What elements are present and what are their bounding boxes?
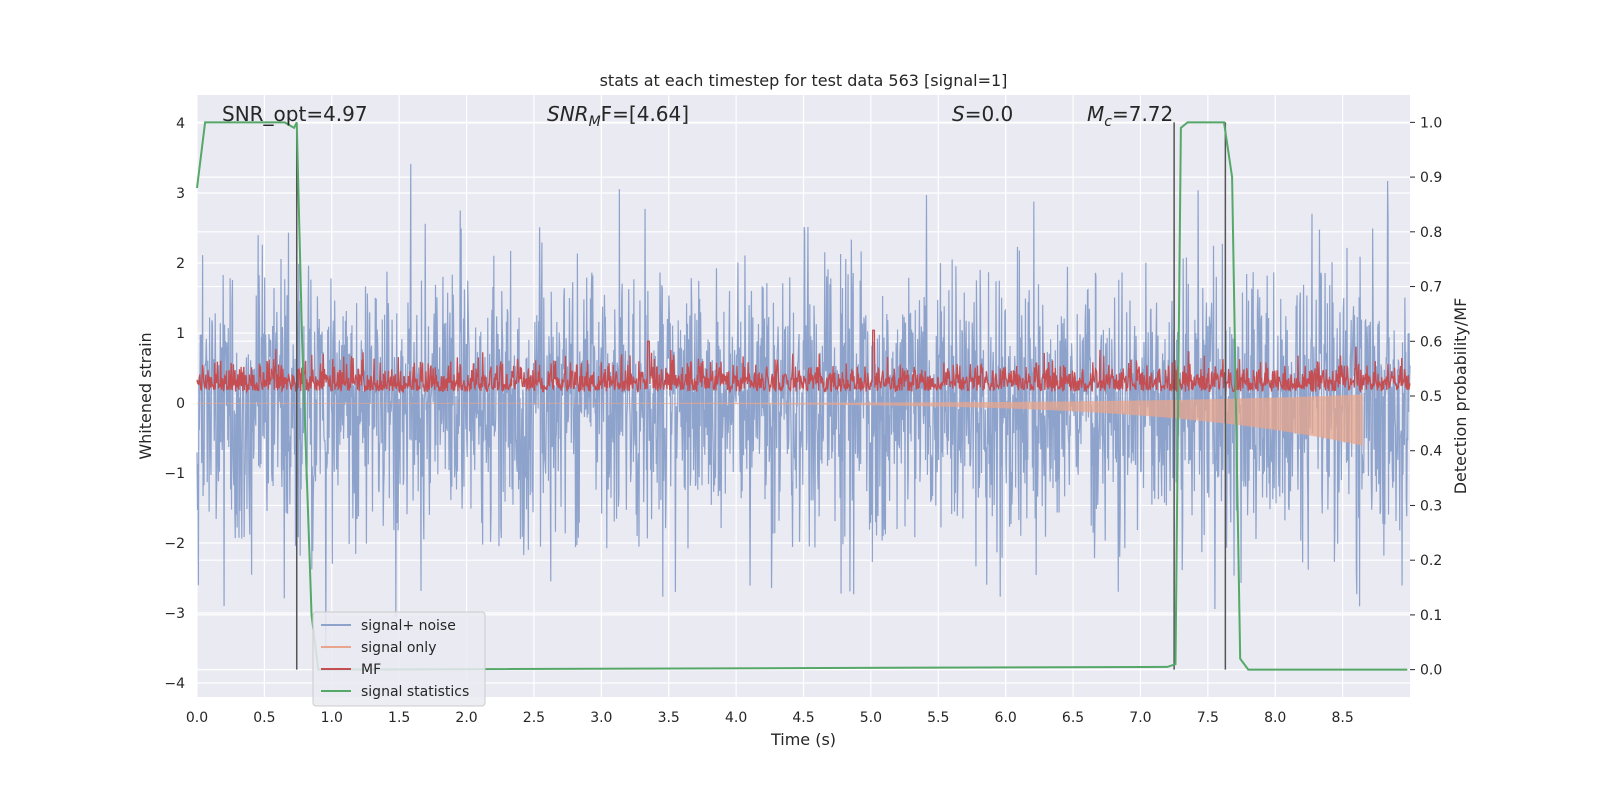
y2-tick-label: 0.9 bbox=[1420, 170, 1442, 186]
y2-tick-label: 0.0 bbox=[1420, 663, 1442, 679]
x-tick-label: 8.0 bbox=[1264, 710, 1286, 726]
y2-ticks: 1.0 0.9 0.8 0.7 0.6 0.5 0.4 0.3 0.2 0.1 0.0 bbox=[1410, 115, 1442, 679]
legend-box bbox=[312, 611, 486, 707]
y-tick-label: 3 bbox=[176, 186, 185, 202]
y-axis-label: Whitened strain bbox=[136, 332, 155, 459]
y2-tick-label: 0.4 bbox=[1420, 444, 1442, 460]
y-tick-label: −2 bbox=[164, 536, 185, 552]
x-tick-label: 5.5 bbox=[927, 710, 949, 726]
annotation-snr-mf-rest: F=[4.64] bbox=[601, 102, 689, 126]
y-tick-label: 1 bbox=[176, 326, 185, 342]
y-tick-label: 2 bbox=[176, 256, 185, 272]
y-ticks: 4 3 2 1 0 −1 −2 −3 −4 bbox=[164, 116, 185, 692]
x-tick-label: 4.0 bbox=[725, 710, 747, 726]
x-tick-label: 3.0 bbox=[590, 710, 612, 726]
legend-label-signal-only: signal only bbox=[361, 640, 436, 656]
y2-axis-label: Detection probability/MF bbox=[1451, 298, 1470, 495]
annotation-s: S=0.0 bbox=[952, 102, 1013, 126]
x-tick-label: 6.5 bbox=[1062, 710, 1084, 726]
series-layer bbox=[196, 121, 1411, 671]
x-axis-label: Time (s) bbox=[770, 730, 836, 749]
vlines bbox=[295, 122, 1227, 670]
legend: signal+ noise signal only MF signal stat… bbox=[312, 611, 486, 707]
y2-tick-label: 0.1 bbox=[1420, 608, 1442, 624]
y2-tick-label: 0.7 bbox=[1420, 280, 1442, 296]
x-tick-label: 6.0 bbox=[995, 710, 1017, 726]
annotation-mc-symbol: M bbox=[1087, 102, 1104, 126]
x-tick-label: 3.5 bbox=[658, 710, 680, 726]
x-tick-label: 5.0 bbox=[860, 710, 882, 726]
y-tick-label: 0 bbox=[176, 396, 185, 412]
series-signal-statistics bbox=[196, 121, 1408, 671]
legend-label-signal-statistics: signal statistics bbox=[361, 684, 469, 700]
legend-label-signal-noise: signal+ noise bbox=[361, 618, 456, 634]
y-tick-label: −3 bbox=[164, 606, 185, 622]
y2-tick-label: 0.3 bbox=[1420, 498, 1442, 514]
x-tick-label: 0.0 bbox=[186, 710, 208, 726]
annotation-snr-mf-base: SNR bbox=[547, 102, 589, 126]
y-tick-label: −4 bbox=[164, 676, 185, 692]
y2-tick-label: 0.2 bbox=[1420, 553, 1442, 569]
x-ticks: 0.0 0.5 1.0 1.5 2.0 2.5 3.0 3.5 4.0 4.5 5.0 5.5 6.0 6… bbox=[186, 710, 1354, 726]
x-tick-label: 8.5 bbox=[1331, 710, 1353, 726]
x-tick-label: 2.5 bbox=[523, 710, 545, 726]
annotation-s-value: =0.0 bbox=[965, 102, 1014, 126]
y2-tick-label: 0.8 bbox=[1420, 225, 1442, 241]
x-tick-label: 7.0 bbox=[1129, 710, 1151, 726]
y2-tick-label: 1.0 bbox=[1420, 115, 1442, 131]
annotation-snr-mf: SNRMF=[4.64] bbox=[547, 102, 689, 130]
annotation-snr-opt: SNR_opt=4.97 bbox=[222, 102, 368, 126]
x-tick-label: 4.5 bbox=[792, 710, 814, 726]
series-mf bbox=[196, 329, 1411, 394]
x-tick-label: 1.0 bbox=[321, 710, 343, 726]
annotation-snr-mf-sub: M bbox=[589, 114, 601, 130]
x-tick-label: 0.5 bbox=[253, 710, 275, 726]
series-signal-noise bbox=[196, 163, 1411, 650]
chart-title: stats at each timestep for test data 563… bbox=[600, 71, 1008, 90]
y2-tick-label: 0.6 bbox=[1420, 334, 1442, 350]
series-signal-only bbox=[197, 394, 1363, 446]
y-tick-label: −1 bbox=[164, 466, 185, 482]
annotation-mc: Mc=7.72 bbox=[1087, 102, 1173, 130]
y-tick-label: 4 bbox=[176, 116, 185, 132]
annotation-mc-sub: c bbox=[1104, 114, 1112, 130]
x-tick-label: 1.5 bbox=[388, 710, 410, 726]
legend-label-mf: MF bbox=[361, 662, 381, 678]
annotation-mc-value: =7.72 bbox=[1112, 102, 1173, 126]
y2-tick-label: 0.5 bbox=[1420, 389, 1442, 405]
x-tick-label: 2.0 bbox=[455, 710, 477, 726]
x-tick-label: 7.5 bbox=[1197, 710, 1219, 726]
annotation-s-symbol: S bbox=[952, 102, 965, 126]
